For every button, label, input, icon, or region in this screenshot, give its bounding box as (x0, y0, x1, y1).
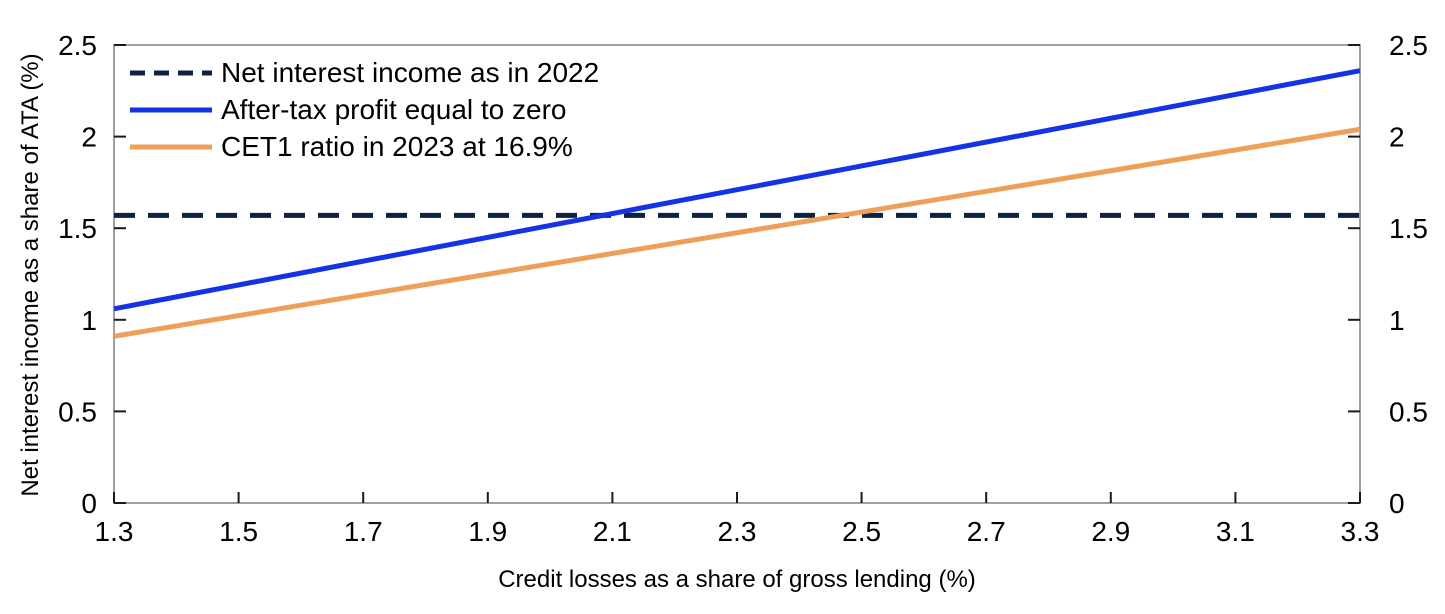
x-tick-label: 3.1 (1216, 516, 1255, 547)
x-tick-label: 1.5 (219, 516, 258, 547)
legend-label: Net interest income as in 2022 (221, 56, 600, 88)
series-line (113, 68, 1361, 312)
y-tick-label-right: 1.5 (1389, 213, 1428, 244)
y-tick-label-right: 0.5 (1389, 396, 1428, 427)
y-tick-label-left: 1.5 (58, 213, 97, 244)
x-tick-labels: 1.3 1.5 1.7 1.9 2.1 2.3 2.5 2.7 2.9 3.1 3.3 (95, 516, 1380, 547)
y-tick-label-right: 1 (1389, 305, 1405, 336)
legend-item-after-tax-profit-zero: After-tax profit equal to zero (130, 91, 599, 128)
series-lines (113, 68, 1361, 339)
y-tick-labels-left: 0 0.5 1 1.5 2 2.5 (58, 30, 97, 519)
dashed-line-swatch-icon (130, 70, 212, 75)
y-tick-label-left: 0 (81, 488, 97, 519)
y-tick-label-right: 0 (1389, 488, 1405, 519)
legend: Net interest income as in 2022 After-tax… (130, 54, 599, 165)
x-axis-title: Credit losses as a share of gross lendin… (498, 566, 976, 593)
x-tick-label: 3.3 (1341, 516, 1380, 547)
x-tick-label: 1.9 (468, 516, 507, 547)
legend-item-cet1-ratio-2023: CET1 ratio in 2023 at 16.9% (130, 128, 599, 165)
legend-item-net-interest-income-2022: Net interest income as in 2022 (130, 54, 599, 91)
y-tick-label-left: 0.5 (58, 396, 97, 427)
y-tick-label-left: 1 (81, 305, 97, 336)
x-tick-label: 2.3 (718, 516, 757, 547)
y-tick-label-right: 2.5 (1389, 30, 1428, 61)
y-tick-labels-right: 0 0.5 1 1.5 2 2.5 (1389, 30, 1428, 519)
series-line (113, 126, 1361, 339)
y-tick-label-right: 2 (1389, 122, 1405, 153)
axis-ticks (113, 44, 1361, 504)
x-tick-label: 1.7 (344, 516, 383, 547)
x-tick-label: 2.7 (967, 516, 1006, 547)
x-tick-label: 2.1 (593, 516, 632, 547)
y-axis-title: Net interest income as a share of ATA (%… (17, 53, 44, 497)
x-tick-label: 2.5 (842, 516, 881, 547)
solid-line-swatch-icon (130, 144, 212, 149)
y-tick-label-left: 2.5 (58, 30, 97, 61)
legend-label: CET1 ratio in 2023 at 16.9% (221, 130, 573, 162)
y-tick-label-left: 2 (81, 122, 97, 153)
x-tick-label: 1.3 (95, 516, 134, 547)
solid-line-swatch-icon (130, 107, 212, 112)
x-tick-label: 2.9 (1091, 516, 1130, 547)
legend-label: After-tax profit equal to zero (221, 93, 567, 125)
